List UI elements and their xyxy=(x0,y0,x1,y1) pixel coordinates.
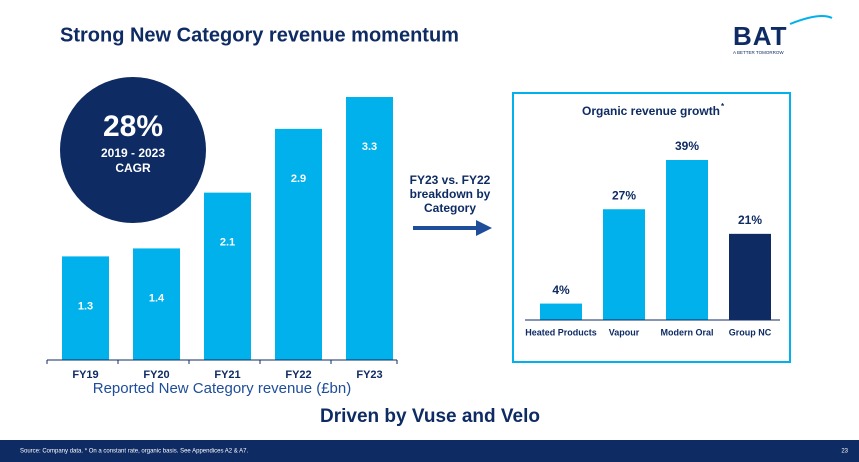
data-label: 4% xyxy=(552,283,570,297)
footnote: Source: Company data. * On a constant ra… xyxy=(20,449,248,455)
x-tick-label: Heated Products xyxy=(525,327,597,337)
arrow-label: breakdown by xyxy=(410,187,491,201)
bar xyxy=(62,256,109,360)
arrow-head xyxy=(476,220,492,236)
data-label: 27% xyxy=(612,188,636,202)
x-tick-label: FY21 xyxy=(214,369,240,381)
x-tick-label: Group NC xyxy=(729,327,772,337)
chart-frame xyxy=(512,92,791,363)
logo-swoosh xyxy=(789,15,833,25)
bar xyxy=(540,303,582,320)
data-label: 21% xyxy=(738,213,762,227)
cagr-value: 28% xyxy=(103,110,163,143)
data-label: 3.3 xyxy=(362,141,377,153)
bar xyxy=(346,97,393,360)
data-label: 1.4 xyxy=(149,292,165,304)
cagr-label: CAGR xyxy=(115,161,151,175)
bar xyxy=(204,192,251,360)
data-label: 2.1 xyxy=(220,237,235,249)
subheading: Driven by Vuse and Velo xyxy=(320,406,540,427)
bar xyxy=(133,248,180,360)
x-tick-label: FY20 xyxy=(143,369,169,381)
bar xyxy=(603,209,645,320)
x-axis-label: Reported New Category revenue (£bn) xyxy=(93,380,351,397)
arrow-label: FY23 vs. FY22 xyxy=(410,173,491,187)
bar xyxy=(729,233,771,320)
x-tick-label: Vapour xyxy=(609,327,640,337)
chart-title-note: * xyxy=(721,102,725,111)
bar xyxy=(275,128,322,360)
data-label: 1.3 xyxy=(78,300,93,312)
x-tick-label: FY19 xyxy=(72,369,98,381)
data-label: 39% xyxy=(675,139,699,153)
footer-bar xyxy=(0,440,859,462)
cagr-circle xyxy=(60,77,206,223)
arrow-label: Category xyxy=(424,201,476,215)
x-tick-label: FY22 xyxy=(285,369,311,381)
logo: BAT xyxy=(733,21,788,51)
cagr-period: 2019 - 2023 xyxy=(101,146,165,160)
data-label: 2.9 xyxy=(291,173,306,185)
x-tick-label: FY23 xyxy=(356,369,382,381)
x-tick-label: Modern Oral xyxy=(660,327,713,337)
bar xyxy=(666,160,708,320)
logo-tagline: A BETTER TOMORROW xyxy=(733,50,784,55)
slide-title: Strong New Category revenue momentum xyxy=(60,24,459,46)
chart-title: Organic revenue growth xyxy=(582,104,720,118)
page-number: 23 xyxy=(841,449,848,455)
